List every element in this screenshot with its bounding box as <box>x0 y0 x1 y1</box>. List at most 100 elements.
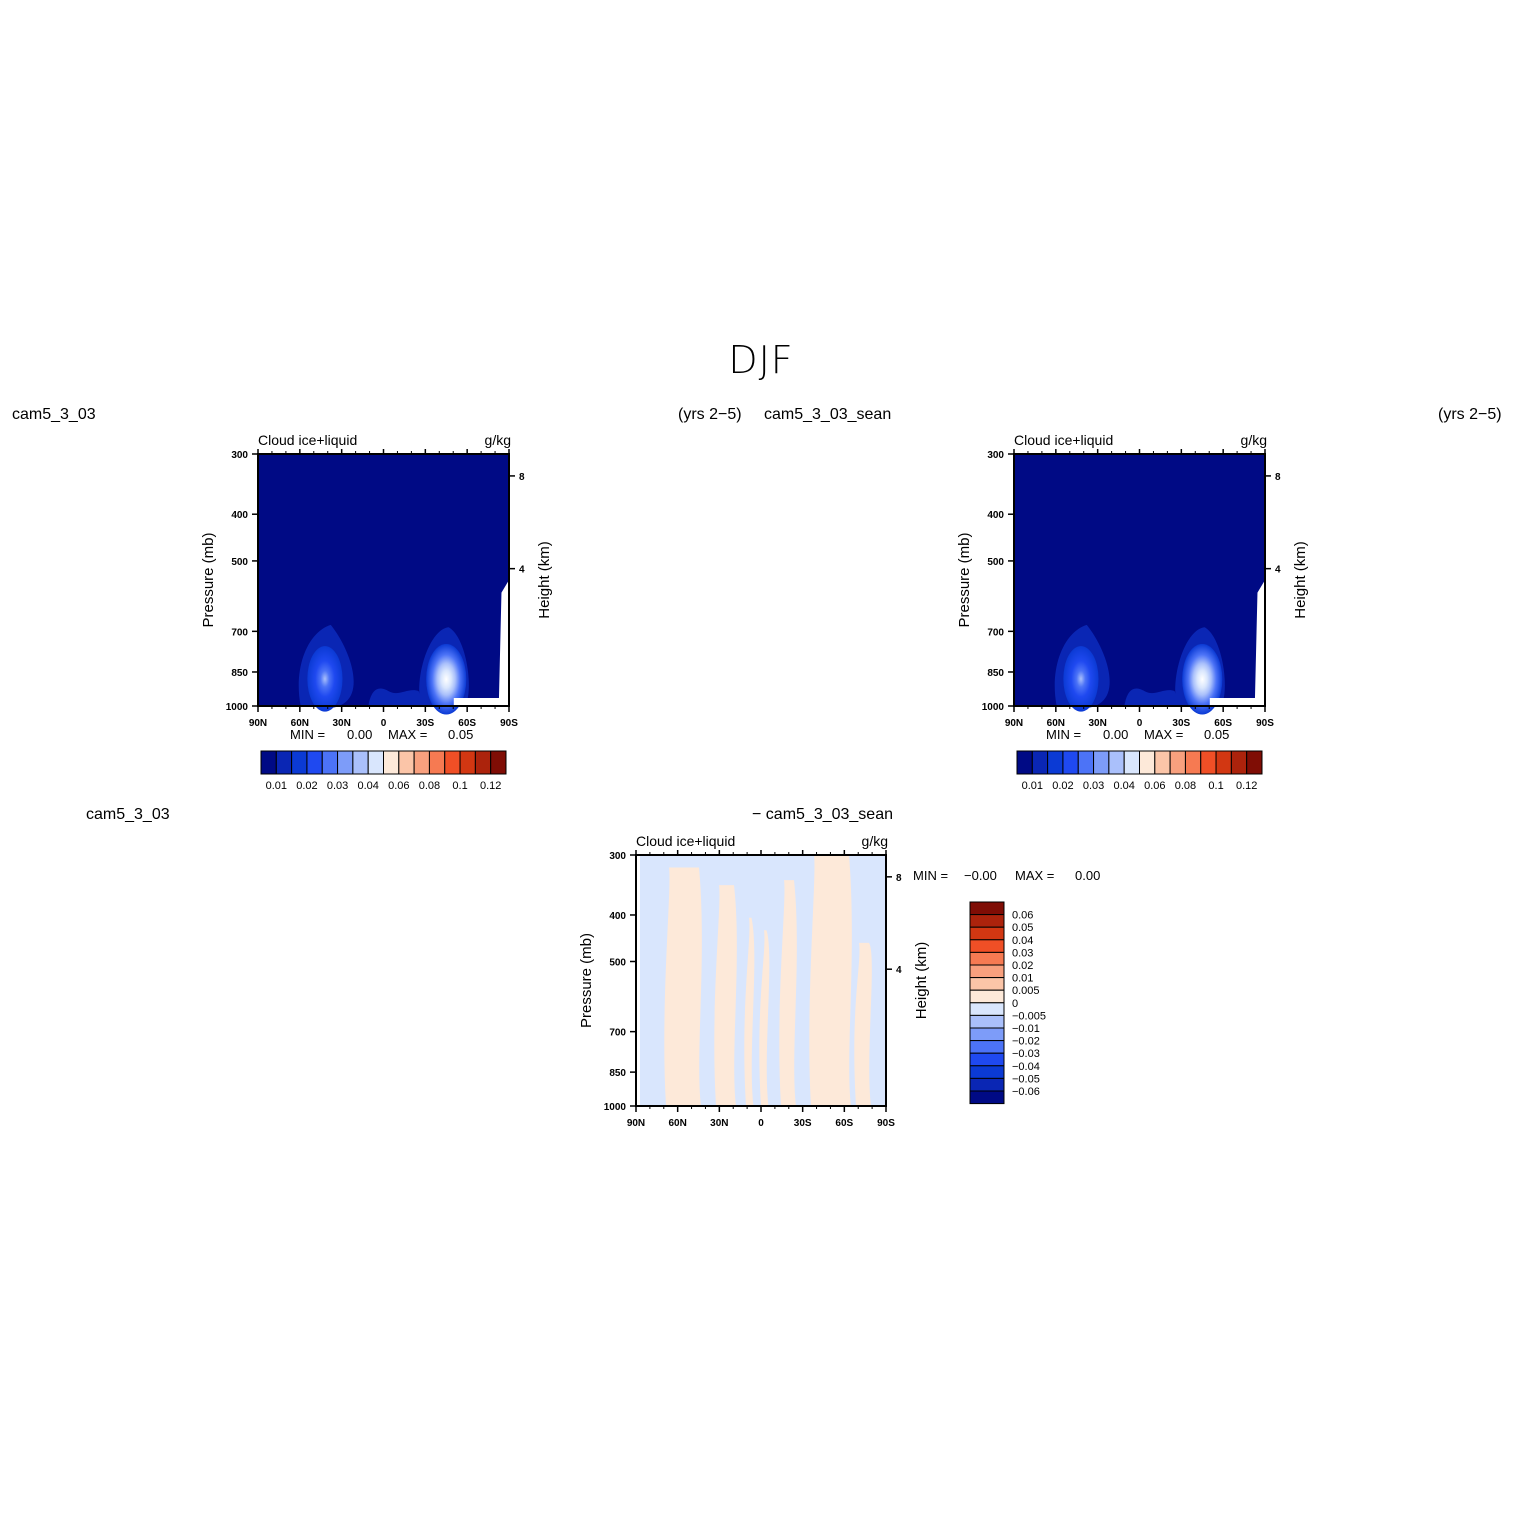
bottom-right-case-label: − cam5_3_03_sean <box>752 806 893 823</box>
x-tick-label: 30N <box>1088 718 1106 729</box>
colorbar-box <box>969 977 1005 991</box>
colorbar-label: 0.04 <box>1113 780 1134 792</box>
contour-fill-nh-max <box>307 646 343 712</box>
y-axis-label-right: Height (km) <box>536 541 553 619</box>
contour-fill-positive <box>714 885 737 1106</box>
y-tick-label: 300 <box>609 851 626 862</box>
max-value: 0.00 <box>1075 868 1100 883</box>
colorbar-label: 0.12 <box>1236 780 1257 792</box>
colorbar-label: 0.08 <box>1175 780 1196 792</box>
colorbar-label: 0.01 <box>1012 973 1033 985</box>
colorbar-box <box>367 750 384 775</box>
top-left-case-label: cam5_3_03 <box>12 406 96 423</box>
colorbar-box <box>969 926 1005 941</box>
colorbar-box <box>969 1040 1005 1054</box>
colorbar-box <box>1047 750 1064 775</box>
max-label: MAX = <box>1015 868 1054 883</box>
colorbar-box <box>969 951 1005 966</box>
x-tick-label: 60N <box>1047 718 1065 729</box>
height-tick-label: 8 <box>1275 472 1281 483</box>
y-tick-label: 300 <box>231 450 248 461</box>
colorbar-box <box>969 914 1005 928</box>
x-tick-label: 30S <box>794 1118 812 1129</box>
colorbar-box <box>969 1002 1005 1016</box>
contour-fill-positive <box>854 942 872 1106</box>
plot-units: g/kg <box>1241 432 1267 448</box>
colorbar-box <box>398 750 415 775</box>
y-tick-label: 1000 <box>226 702 249 713</box>
max-label: MAX = <box>1144 727 1183 742</box>
contour-fill-positive <box>779 880 797 1106</box>
min-value: 0.00 <box>347 727 372 742</box>
colorbar-label: −0.04 <box>1012 1061 1040 1073</box>
colorbar-box <box>1139 750 1156 775</box>
colorbar-box <box>1108 750 1125 775</box>
bottom-left-case-label: cam5_3_03 <box>86 806 170 823</box>
plot-title: Cloud ice+liquid <box>1014 432 1113 448</box>
contour-fill-sh-max <box>1182 643 1223 715</box>
y-tick-label: 1000 <box>604 1102 627 1113</box>
min-label: MIN = <box>1046 727 1081 742</box>
page-title: DJF <box>728 338 794 382</box>
max-value: 0.05 <box>1204 727 1229 742</box>
colorbar-label: 0.03 <box>327 780 348 792</box>
colorbar-box <box>1246 750 1263 775</box>
y-axis-label-right: Height (km) <box>913 942 930 1020</box>
top-left-years-label: (yrs 2−5) <box>678 406 742 423</box>
colorbar-box <box>969 1077 1005 1092</box>
y-axis-label: Pressure (mb) <box>578 933 595 1028</box>
colorbar-label: 0.08 <box>419 780 440 792</box>
colorbar-box <box>474 750 492 775</box>
y-tick-label: 500 <box>609 957 626 968</box>
y-tick-label: 700 <box>987 627 1004 638</box>
max-label: MAX = <box>388 727 427 742</box>
colorbar-box <box>352 750 369 775</box>
colorbar-label: −0.06 <box>1012 1086 1040 1098</box>
y-tick-label: 400 <box>609 911 626 922</box>
colorbar-label: 0.03 <box>1083 780 1104 792</box>
colorbar-label: 0.03 <box>1012 947 1033 959</box>
y-tick-label: 500 <box>987 557 1004 568</box>
top-right-years-label: (yrs 2−5) <box>1438 406 1502 423</box>
plot-units: g/kg <box>485 432 511 448</box>
colorbar-label: 0.12 <box>480 780 501 792</box>
x-tick-label: 0 <box>1137 718 1143 729</box>
colorbar-box <box>1093 750 1110 775</box>
colorbar-label: 0.04 <box>357 780 378 792</box>
min-label: MIN = <box>913 868 948 883</box>
height-tick-label: 4 <box>519 565 525 576</box>
y-tick-label: 500 <box>231 557 248 568</box>
contour-fill-positive <box>664 867 702 1106</box>
x-tick-label: 90S <box>500 718 518 729</box>
colorbar-box <box>337 750 354 775</box>
colorbar-label: 0.005 <box>1012 985 1040 997</box>
colorbar-label: 0.06 <box>1144 780 1165 792</box>
min-label: MIN = <box>290 727 325 742</box>
y-tick-label: 400 <box>987 510 1004 521</box>
missing-data-region <box>453 580 509 706</box>
colorbar-box <box>969 939 1005 953</box>
height-tick-label: 4 <box>896 965 902 976</box>
max-value: 0.05 <box>448 727 473 742</box>
contour-fill-tropics <box>1124 688 1180 706</box>
height-tick-label: 8 <box>896 873 902 884</box>
colorbar-label: 0.01 <box>266 780 287 792</box>
x-tick-label: 30N <box>332 718 350 729</box>
colorbar-box <box>969 1027 1005 1042</box>
y-tick-label: 400 <box>231 510 248 521</box>
y-tick-label: 850 <box>987 668 1004 679</box>
colorbar-label: 0 <box>1012 998 1018 1010</box>
colorbar-box <box>1077 750 1095 775</box>
colorbar-box <box>459 750 476 775</box>
x-tick-label: 0 <box>381 718 387 729</box>
contour-fill-background <box>258 454 509 706</box>
y-tick-label: 300 <box>987 450 1004 461</box>
height-tick-label: 8 <box>519 472 525 483</box>
min-value: −0.00 <box>964 868 997 883</box>
x-tick-label: 30S <box>1172 718 1190 729</box>
colorbar-box <box>428 750 446 775</box>
colorbar-label: 0.04 <box>1012 935 1033 947</box>
colorbar-box <box>1169 750 1186 775</box>
y-axis-label: Pressure (mb) <box>200 532 217 627</box>
